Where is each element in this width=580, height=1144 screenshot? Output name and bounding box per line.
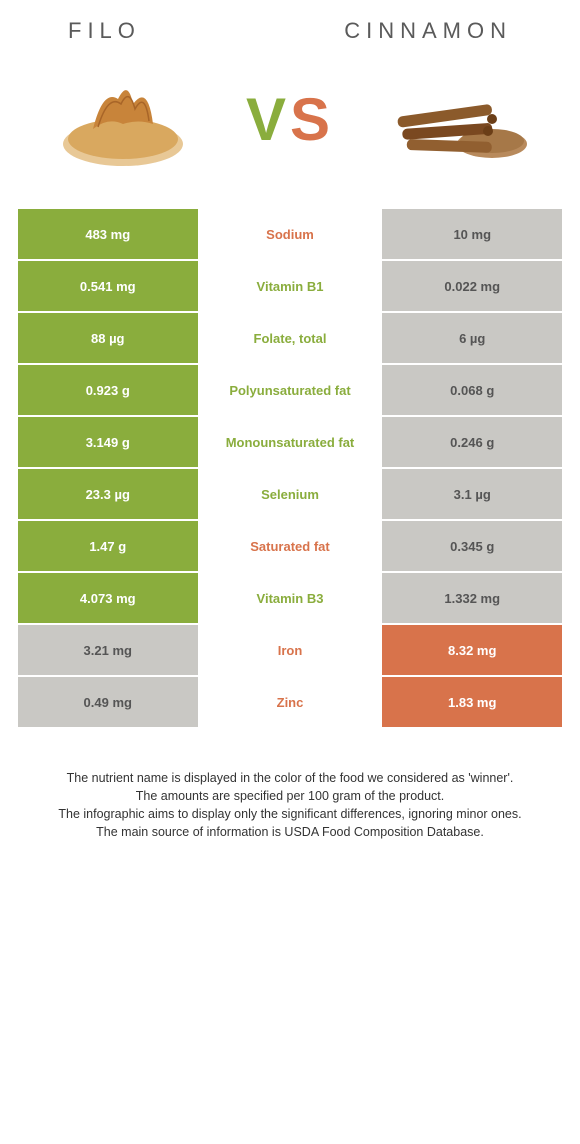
footnote-line: The amounts are specified per 100 gram o… (26, 787, 554, 805)
table-row: 483 mgSodium10 mg (18, 209, 562, 261)
cell-mid-label: Folate, total (198, 313, 383, 363)
table-row: 3.149 gMonounsaturated fat0.246 g (18, 417, 562, 469)
table-row: 0.49 mgZinc1.83 mg (18, 677, 562, 729)
vs-label: VS (246, 85, 334, 154)
cell-left-value: 88 µg (18, 313, 198, 363)
cell-right-value: 10 mg (382, 209, 562, 259)
footnote-line: The main source of information is USDA F… (26, 823, 554, 841)
table-row: 0.541 mgVitamin B10.022 mg (18, 261, 562, 313)
cell-left-value: 4.073 mg (18, 573, 198, 623)
footnote-line: The infographic aims to display only the… (26, 805, 554, 823)
vs-v: V (246, 86, 290, 153)
cell-mid-label: Zinc (198, 677, 383, 727)
cell-right-value: 1.83 mg (382, 677, 562, 727)
cell-left-value: 23.3 µg (18, 469, 198, 519)
comparison-table: 483 mgSodium10 mg0.541 mgVitamin B10.022… (18, 209, 562, 729)
filo-image (48, 64, 198, 174)
cell-right-value: 8.32 mg (382, 625, 562, 675)
footnotes: The nutrient name is displayed in the co… (18, 769, 562, 842)
cell-right-value: 0.246 g (382, 417, 562, 467)
cell-left-value: 1.47 g (18, 521, 198, 571)
table-row: 0.923 gPolyunsaturated fat0.068 g (18, 365, 562, 417)
vs-row: VS (18, 64, 562, 174)
cell-left-value: 0.923 g (18, 365, 198, 415)
table-row: 88 µgFolate, total6 µg (18, 313, 562, 365)
vs-s: S (290, 86, 334, 153)
cell-mid-label: Polyunsaturated fat (198, 365, 383, 415)
cell-left-value: 0.49 mg (18, 677, 198, 727)
cell-mid-label: Sodium (198, 209, 383, 259)
cell-right-value: 6 µg (382, 313, 562, 363)
table-row: 4.073 mgVitamin B31.332 mg (18, 573, 562, 625)
cell-left-value: 3.149 g (18, 417, 198, 467)
cell-left-value: 3.21 mg (18, 625, 198, 675)
cell-left-value: 483 mg (18, 209, 198, 259)
table-row: 3.21 mgIron8.32 mg (18, 625, 562, 677)
cell-mid-label: Iron (198, 625, 383, 675)
cell-right-value: 3.1 µg (382, 469, 562, 519)
title-left: Filo (68, 18, 141, 44)
cell-right-value: 0.345 g (382, 521, 562, 571)
cell-mid-label: Selenium (198, 469, 383, 519)
cell-mid-label: Monounsaturated fat (198, 417, 383, 467)
table-row: 23.3 µgSelenium3.1 µg (18, 469, 562, 521)
cell-mid-label: Saturated fat (198, 521, 383, 571)
cell-right-value: 0.022 mg (382, 261, 562, 311)
header-titles: Filo Cinnamon (18, 18, 562, 44)
cell-left-value: 0.541 mg (18, 261, 198, 311)
cell-mid-label: Vitamin B1 (198, 261, 383, 311)
footnote-line: The nutrient name is displayed in the co… (26, 769, 554, 787)
cell-mid-label: Vitamin B3 (198, 573, 383, 623)
cell-right-value: 0.068 g (382, 365, 562, 415)
cinnamon-image (382, 64, 532, 174)
title-right: Cinnamon (344, 18, 512, 44)
table-row: 1.47 gSaturated fat0.345 g (18, 521, 562, 573)
cell-right-value: 1.332 mg (382, 573, 562, 623)
